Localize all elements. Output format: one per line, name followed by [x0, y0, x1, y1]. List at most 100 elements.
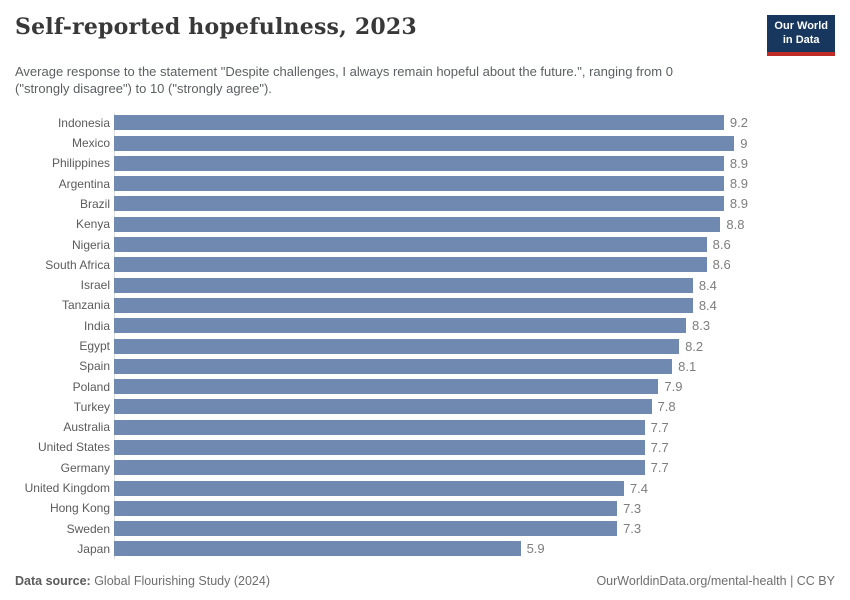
bar[interactable] [114, 176, 724, 192]
bar-track: 8.9 [114, 155, 748, 171]
bar[interactable] [114, 460, 645, 476]
bar-row: Mexico 9 [15, 133, 835, 153]
bar-track: 9.2 [114, 115, 748, 131]
bar[interactable] [114, 135, 735, 151]
bar-row: United States 7.7 [15, 437, 835, 457]
chart-subtitle: Average response to the statement "Despi… [15, 63, 673, 97]
value-label: 7.7 [650, 439, 669, 455]
bar-track: 8.3 [114, 318, 748, 334]
bar[interactable] [114, 237, 707, 253]
bar-track: 7.7 [114, 460, 748, 476]
data-source-label: Data source: [15, 574, 91, 588]
bar-row: Brazil 8.9 [15, 194, 835, 214]
bar[interactable] [114, 399, 652, 415]
bar[interactable] [114, 338, 680, 354]
bar-row: Sweden 7.3 [15, 519, 835, 539]
bar-row: Hong Kong 7.3 [15, 498, 835, 518]
country-label: Spain [79, 359, 110, 374]
bar[interactable] [114, 196, 724, 212]
bar[interactable] [114, 257, 707, 273]
value-label: 8.8 [726, 216, 745, 232]
bar-track: 8.6 [114, 257, 748, 273]
country-label: Germany [60, 460, 110, 475]
country-label: Philippines [51, 156, 110, 171]
bar[interactable] [114, 419, 645, 435]
country-label: Australia [63, 420, 110, 435]
value-label: 8.9 [729, 196, 748, 212]
country-label: Indonesia [57, 115, 110, 130]
data-source-text: Global Flourishing Study (2024) [90, 574, 270, 588]
bar[interactable] [114, 541, 521, 557]
y-axis-line [114, 112, 115, 560]
bar[interactable] [114, 318, 686, 334]
country-label: United Kingdom [24, 481, 110, 496]
bar-track: 8.6 [114, 237, 748, 253]
bar-row: Nigeria 8.6 [15, 234, 835, 254]
country-label: Nigeria [71, 237, 110, 252]
bar[interactable] [114, 358, 673, 374]
bar-row: India 8.3 [15, 316, 835, 336]
bar[interactable] [114, 480, 624, 496]
bar-track: 9 [114, 135, 748, 151]
bar-track: 5.9 [114, 541, 748, 557]
bar-track: 7.4 [114, 480, 748, 496]
owid-logo-line2: in Data [782, 33, 820, 46]
country-label: South Africa [45, 257, 110, 272]
country-label: Kenya [75, 217, 110, 232]
country-label: Tanzania [61, 298, 110, 313]
page-title: Self-reported hopefulness, 2023 [15, 14, 417, 40]
value-label: 9.2 [729, 115, 748, 131]
bar-row: Kenya 8.8 [15, 214, 835, 234]
value-label: 7.8 [657, 399, 676, 415]
owid-logo[interactable]: Our World in Data [767, 15, 835, 56]
credit-link[interactable]: OurWorldinData.org/mental-health | CC BY [596, 574, 835, 588]
bar[interactable] [114, 115, 724, 131]
value-label: 8.1 [678, 358, 697, 374]
bar[interactable] [114, 155, 724, 171]
bar-row: Israel 8.4 [15, 275, 835, 295]
value-label: 7.4 [629, 480, 648, 496]
bar-track: 8.4 [114, 277, 748, 293]
data-source: Data source: Global Flourishing Study (2… [15, 574, 270, 588]
bar[interactable] [114, 216, 721, 232]
bar-chart: Indonesia 9.2 Mexico 9 Philippines 8.9 Argenti… [15, 112, 835, 560]
bar-track: 7.3 [114, 521, 748, 537]
bar[interactable] [114, 277, 693, 293]
header: Self-reported hopefulness, 2023 Our Worl… [15, 14, 835, 56]
country-label: Poland [72, 379, 110, 394]
value-label: 8.4 [698, 277, 717, 293]
bar-track: 8.2 [114, 338, 748, 354]
bar[interactable] [114, 500, 618, 516]
country-label: Argentina [58, 176, 110, 191]
bar-track: 8.8 [114, 216, 748, 232]
bar[interactable] [114, 521, 618, 537]
bar-track: 8.4 [114, 297, 748, 313]
bar-track: 7.7 [114, 439, 748, 455]
value-label: 8.2 [685, 338, 704, 354]
footer: Data source: Global Flourishing Study (2… [15, 574, 835, 588]
bar-row: Philippines 8.9 [15, 153, 835, 173]
value-label: 8.6 [712, 257, 731, 273]
bar-track: 8.1 [114, 358, 748, 374]
bar-track: 7.8 [114, 399, 748, 415]
bar-track: 7.9 [114, 379, 748, 395]
country-label: Japan [77, 541, 110, 556]
bar[interactable] [114, 379, 659, 395]
value-label: 7.7 [650, 419, 669, 435]
bar-row: Australia 7.7 [15, 417, 835, 437]
value-label: 7.7 [650, 460, 669, 476]
bar-row: Turkey 7.8 [15, 397, 835, 417]
country-label: Brazil [79, 196, 110, 211]
bar-track: 8.9 [114, 196, 748, 212]
bar-rows: Indonesia 9.2 Mexico 9 Philippines 8.9 Argenti… [15, 113, 835, 560]
country-label: Hong Kong [49, 501, 110, 516]
bar[interactable] [114, 439, 645, 455]
value-label: 8.6 [712, 237, 731, 253]
value-label: 9 [740, 135, 748, 151]
value-label: 5.9 [526, 541, 545, 557]
owid-logo-line1: Our World [774, 20, 828, 32]
value-label: 8.9 [729, 155, 748, 171]
bar-track: 7.3 [114, 500, 748, 516]
bar[interactable] [114, 297, 693, 313]
